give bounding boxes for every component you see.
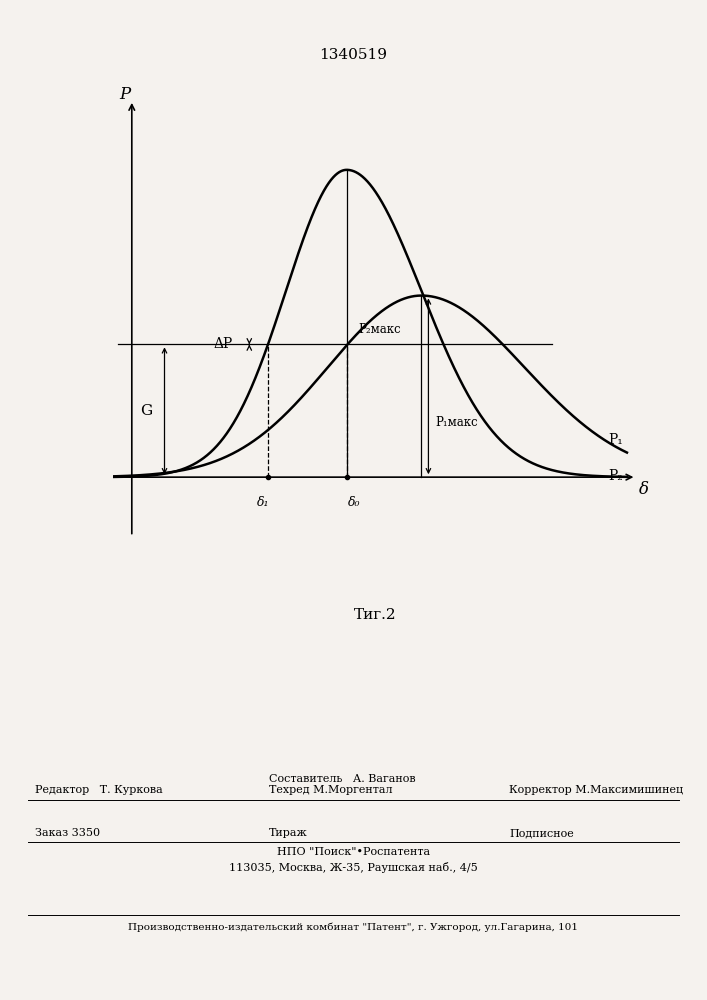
Text: ΔP: ΔP xyxy=(214,337,233,351)
Text: Техред М.Моргентал: Техред М.Моргентал xyxy=(269,785,392,795)
Text: НПО "Поиск"•Роспатента: НПО "Поиск"•Роспатента xyxy=(277,847,430,857)
Text: P₁макс: P₁макс xyxy=(436,416,478,429)
Text: 113035, Москва, Ж-35, Раушская наб., 4/5: 113035, Москва, Ж-35, Раушская наб., 4/5 xyxy=(229,862,478,873)
Text: δ₁: δ₁ xyxy=(257,496,269,509)
Text: Заказ 3350: Заказ 3350 xyxy=(35,828,100,838)
Text: P₁: P₁ xyxy=(608,433,623,447)
Text: δ₀: δ₀ xyxy=(348,496,361,509)
Text: P₂: P₂ xyxy=(608,469,623,483)
Text: G: G xyxy=(140,404,152,418)
Text: Τиг.2: Τиг.2 xyxy=(354,608,396,622)
Text: Подписное: Подписное xyxy=(509,828,574,838)
Text: Составитель   А. Ваганов: Составитель А. Ваганов xyxy=(269,774,415,784)
Text: Производственно-издательский комбинат "Патент", г. Ужгород, ул.Гагарина, 101: Производственно-издательский комбинат "П… xyxy=(129,923,578,932)
Text: Тираж: Тираж xyxy=(269,828,308,838)
Text: P₂макс: P₂макс xyxy=(358,323,401,336)
Text: 1340519: 1340519 xyxy=(320,48,387,62)
Text: Корректор М.Максимишинец: Корректор М.Максимишинец xyxy=(509,785,683,795)
Text: Редактор   Т. Куркова: Редактор Т. Куркова xyxy=(35,785,163,795)
Text: P: P xyxy=(119,86,130,103)
Text: δ: δ xyxy=(638,481,648,498)
